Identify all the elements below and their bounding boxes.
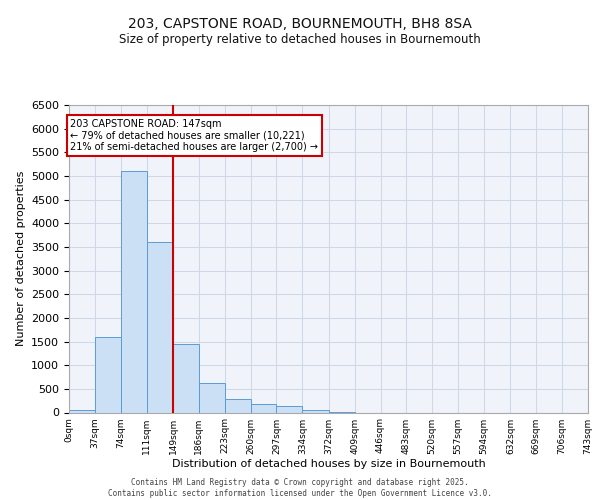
Text: Contains HM Land Registry data © Crown copyright and database right 2025.
Contai: Contains HM Land Registry data © Crown c… (108, 478, 492, 498)
Bar (277, 406, 302, 412)
X-axis label: Distribution of detached houses by size in Bournemouth: Distribution of detached houses by size … (172, 460, 485, 469)
Bar (302, 410, 329, 412)
Bar (173, 344, 199, 412)
Text: Size of property relative to detached houses in Bournemouth: Size of property relative to detached ho… (119, 32, 481, 46)
Bar (146, 242, 173, 412)
Y-axis label: Number of detached properties: Number of detached properties (16, 171, 26, 346)
Bar (69, 410, 95, 412)
Bar (121, 171, 146, 412)
Bar (95, 337, 121, 412)
Text: 203, CAPSTONE ROAD, BOURNEMOUTH, BH8 8SA: 203, CAPSTONE ROAD, BOURNEMOUTH, BH8 8SA (128, 18, 472, 32)
Text: 203 CAPSTONE ROAD: 147sqm
← 79% of detached houses are smaller (10,221)
21% of s: 203 CAPSTONE ROAD: 147sqm ← 79% of detac… (70, 119, 319, 152)
Bar (251, 404, 277, 412)
Bar (225, 399, 251, 412)
Bar (199, 383, 225, 412)
